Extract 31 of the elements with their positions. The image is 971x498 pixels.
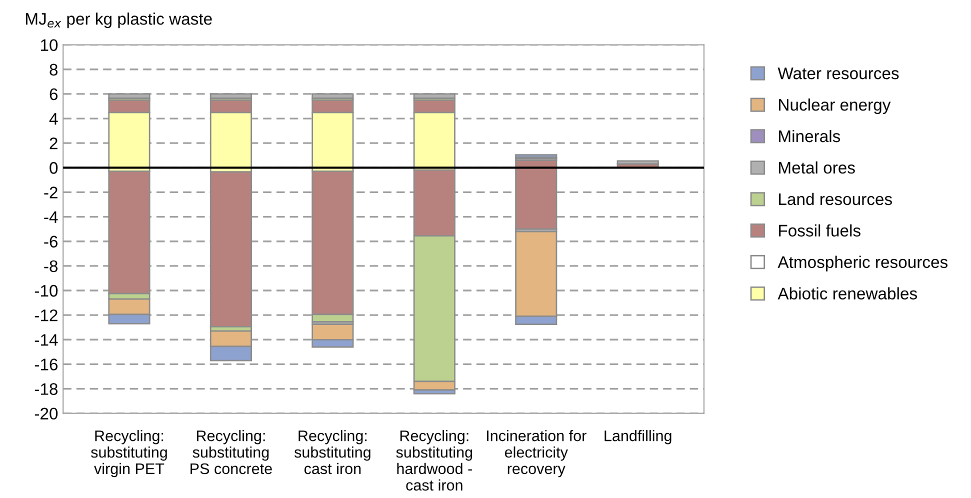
y-tick-label: 6	[50, 88, 58, 100]
legend-label: Metal ores	[779, 161, 855, 174]
legend-label: Land resources	[779, 192, 892, 206]
legend-label: Atmospheric resources	[778, 256, 948, 272]
x-tick-label: Landfilling	[604, 430, 672, 444]
y-tick-label: -12	[34, 309, 58, 322]
y-tick-label: 0	[50, 162, 58, 174]
x-tick-label: Incineration for electricity recovery	[487, 430, 586, 478]
x-tick-label: Recycling: substituting cast iron	[294, 430, 370, 474]
y-tick-label: -6	[44, 236, 58, 248]
y-tick-label: -10	[34, 284, 58, 297]
y-tick-label: -14	[34, 334, 58, 346]
y-tick-label: -4	[44, 211, 58, 223]
y-axis-title: MJ$_{ex}$ per kg plastic waste	[26, 12, 212, 28]
y-tick-label: -2	[44, 186, 58, 198]
legend-label: Nuclear energy	[779, 98, 891, 114]
legend-label: Water resources	[778, 68, 899, 80]
y-tick-label: 2	[50, 137, 58, 150]
y-tick-label: 10	[40, 39, 58, 52]
y-tick-label: 8	[50, 64, 58, 76]
x-tick-label: Recycling: substituting PS concrete	[190, 430, 272, 474]
legend-label: Minerals	[779, 130, 840, 142]
y-tick-label: -8	[44, 260, 58, 272]
x-tick-label: Recycling: substituting hardwood - cast iron	[396, 430, 472, 491]
x-tick-label: Recycling: substituting virgin PET	[91, 430, 167, 478]
legend-label: Fossil fuels	[779, 224, 860, 237]
y-tick-label: -20	[34, 408, 58, 420]
y-tick-label: -18	[34, 383, 58, 395]
y-tick-label: 4	[49, 113, 58, 125]
y-tick-label: -16	[34, 358, 58, 370]
legend-label: Abiotic renewables	[778, 287, 917, 300]
